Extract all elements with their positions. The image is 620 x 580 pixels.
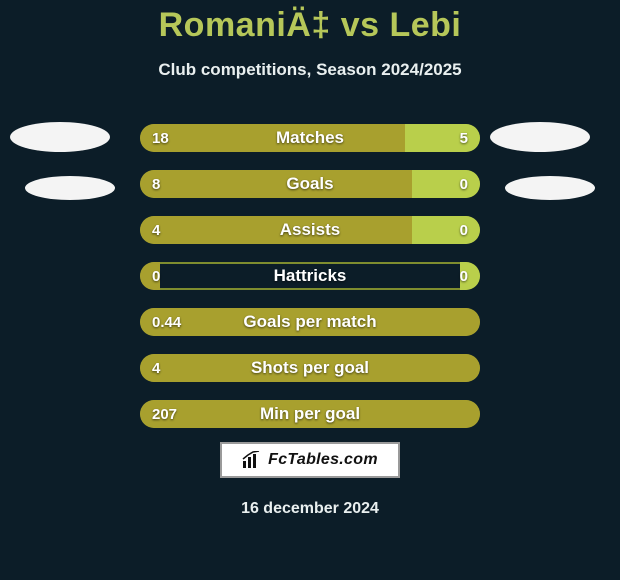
page-subtitle: Club competitions, Season 2024/2025 [0,60,620,80]
stat-row: 00Hattricks [140,262,480,290]
footer-date: 16 december 2024 [0,500,620,518]
stat-label: Assists [140,216,480,244]
stat-row: 207Min per goal [140,400,480,428]
stat-row: 80Goals [140,170,480,198]
stat-label: Goals per match [140,308,480,336]
logo-text: FcTables.com [268,451,378,469]
page-title: RomaniÄ‡ vs Lebi [0,6,620,45]
player-placeholder-oval [490,122,590,152]
player-placeholder-oval [25,176,115,200]
comparison-card: RomaniÄ‡ vs Lebi Club competitions, Seas… [0,0,620,580]
stat-label: Hattricks [140,262,480,290]
stat-bars: 185Matches 80Goals 40Assists 00Hattricks 0.4… [140,124,480,446]
player-placeholder-oval [505,176,595,200]
stat-row: 185Matches [140,124,480,152]
chart-icon [242,451,262,469]
stat-label: Min per goal [140,400,480,428]
logo-badge: FcTables.com [220,442,400,478]
player-placeholder-oval [10,122,110,152]
stat-row: 4Shots per goal [140,354,480,382]
stat-label: Goals [140,170,480,198]
stat-row: 0.44Goals per match [140,308,480,336]
stat-row: 40Assists [140,216,480,244]
stat-label: Matches [140,124,480,152]
stat-label: Shots per goal [140,354,480,382]
